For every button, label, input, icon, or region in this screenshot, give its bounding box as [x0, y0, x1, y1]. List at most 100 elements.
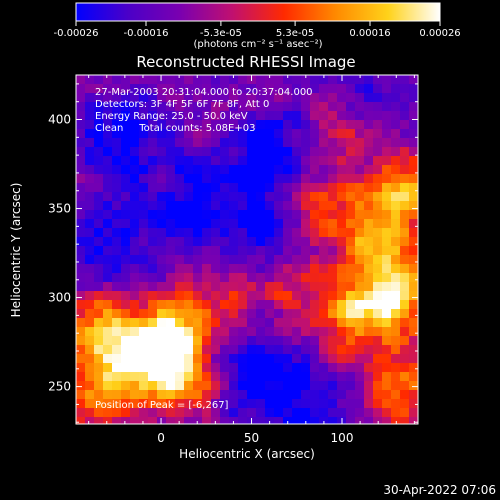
heatmap-cell [166, 408, 176, 418]
heatmap-cell [337, 93, 347, 103]
heatmap-cell [256, 291, 266, 301]
colorbar-gradient [75, 2, 441, 22]
heatmap-cell [139, 399, 149, 409]
heatmap-cell [409, 102, 419, 112]
heatmap-cell [220, 255, 230, 265]
heatmap-cell [382, 291, 392, 301]
heatmap-cell [292, 381, 302, 391]
heatmap-cell [256, 363, 266, 373]
heatmap-cell [76, 336, 86, 346]
heatmap-cell [337, 309, 347, 319]
heatmap-cell [193, 273, 203, 283]
heatmap-cell [112, 417, 122, 425]
heatmap-cell [166, 246, 176, 256]
heatmap-cell [301, 327, 311, 337]
heatmap-cell [130, 192, 140, 202]
heatmap-cell [337, 156, 347, 166]
heatmap-cell [202, 255, 212, 265]
heatmap-cell [202, 138, 212, 148]
heatmap-cell [175, 165, 185, 175]
heatmap-cell [409, 129, 419, 139]
heatmap-cell [157, 93, 167, 103]
heatmap-cell [85, 147, 95, 157]
heatmap-cell [202, 390, 212, 400]
heatmap-cell [310, 129, 320, 139]
heatmap-cell [229, 408, 239, 418]
heatmap-cell [211, 363, 221, 373]
heatmap-cell [220, 345, 230, 355]
heatmap-cell [337, 399, 347, 409]
heatmap-cell [337, 345, 347, 355]
heatmap-cell [310, 399, 320, 409]
heatmap-cell [346, 111, 356, 121]
heatmap-cell [337, 318, 347, 328]
heatmap-cell [319, 381, 329, 391]
heatmap-cell [292, 165, 302, 175]
heatmap-cell [337, 147, 347, 157]
heatmap-cell [238, 417, 248, 425]
heatmap-cell [274, 210, 284, 220]
heatmap-cell [94, 291, 104, 301]
heatmap-cell [202, 246, 212, 256]
heatmap-cell [283, 255, 293, 265]
heatmap-cell [409, 201, 419, 211]
heatmap-cell [76, 354, 86, 364]
heatmap-cell [301, 246, 311, 256]
heatmap-cell [157, 363, 167, 373]
heatmap-cell [292, 75, 302, 85]
heatmap-cell [337, 327, 347, 337]
heatmap-cell [400, 84, 410, 94]
heatmap-cell [328, 336, 338, 346]
heatmap-cell [211, 102, 221, 112]
heatmap-cell [130, 273, 140, 283]
heatmap-cell [256, 111, 266, 121]
heatmap-cell [139, 309, 149, 319]
heatmap-cell [391, 282, 401, 292]
heatmap-cell [301, 264, 311, 274]
heatmap-cell [175, 390, 185, 400]
heatmap-cell [157, 201, 167, 211]
y-tick-label: 250 [48, 380, 71, 394]
heatmap-cell [265, 336, 275, 346]
heatmap-cell [148, 264, 158, 274]
heatmap-cell [229, 75, 239, 85]
heatmap-cell [256, 93, 266, 103]
heatmap-cell [157, 111, 167, 121]
heatmap-cell [220, 75, 230, 85]
heatmap-cell [310, 165, 320, 175]
heatmap-cell [346, 291, 356, 301]
heatmap-cell [382, 309, 392, 319]
heatmap-cell [220, 246, 230, 256]
heatmap-cell [103, 102, 113, 112]
heatmap-cell [85, 309, 95, 319]
heatmap-cell [148, 237, 158, 247]
heatmap-cell [139, 147, 149, 157]
heatmap-cell [121, 372, 131, 382]
heatmap-cell [319, 408, 329, 418]
heatmap-cell [85, 219, 95, 229]
heatmap-cell [373, 282, 383, 292]
heatmap-cell [364, 246, 374, 256]
heatmap-cell [193, 399, 203, 409]
heatmap-cell [76, 201, 86, 211]
heatmap-cell [310, 291, 320, 301]
heatmap-cell [274, 174, 284, 184]
heatmap-cell [94, 201, 104, 211]
heatmap-cell [112, 336, 122, 346]
heatmap-cell [256, 336, 266, 346]
heatmap-cell [220, 147, 230, 157]
heatmap-cell [139, 102, 149, 112]
heatmap-cell [76, 111, 86, 121]
heatmap-cell [157, 255, 167, 265]
heatmap-cell [274, 300, 284, 310]
heatmap-cell [94, 318, 104, 328]
heatmap-cell [409, 309, 419, 319]
heatmap-cell [202, 156, 212, 166]
heatmap-cell [310, 192, 320, 202]
heatmap-cell [202, 192, 212, 202]
heatmap-cell [301, 390, 311, 400]
heatmap-cell [319, 165, 329, 175]
heatmap-cell [247, 201, 257, 211]
heatmap-cell [283, 219, 293, 229]
heatmap-cell [148, 408, 158, 418]
